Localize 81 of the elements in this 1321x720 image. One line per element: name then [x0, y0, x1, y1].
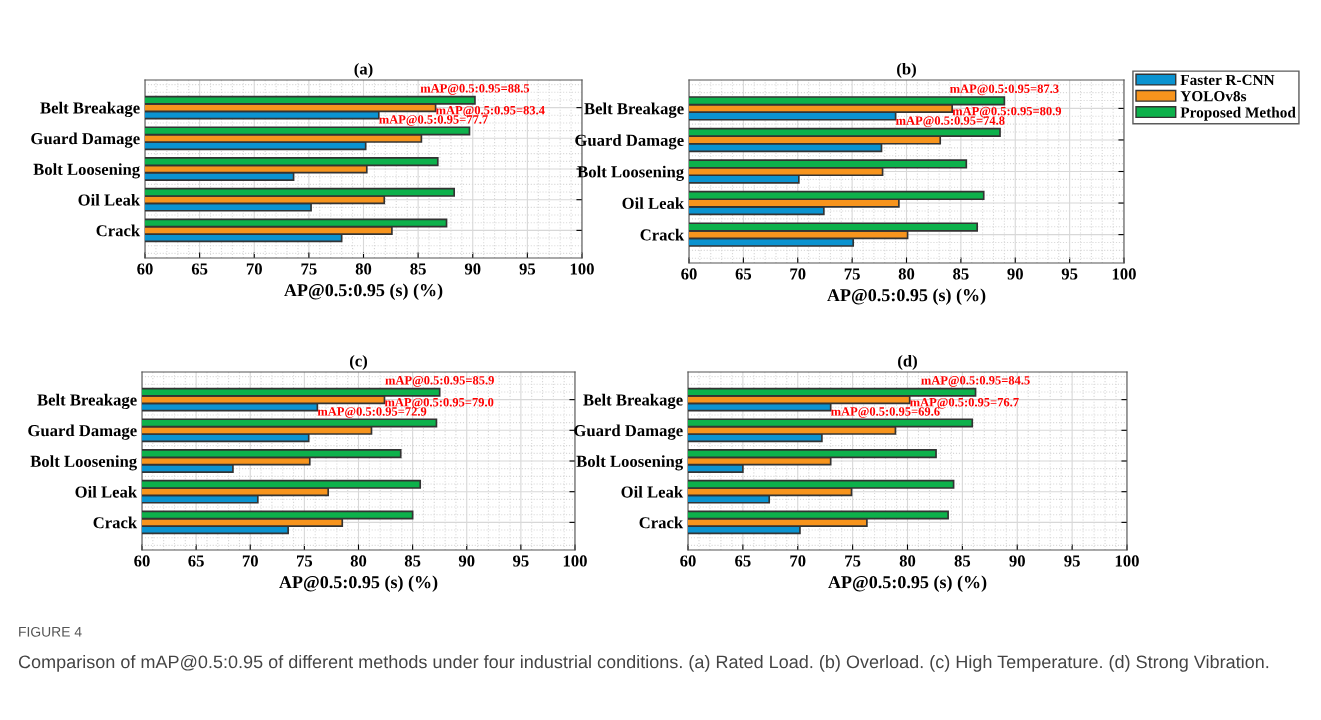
- chart-title: (d): [898, 354, 917, 370]
- x-axis-title: AP@0.5:0.95 (s) (%): [827, 288, 986, 305]
- annotation: mAP@0.5:0.95=69.6: [831, 407, 940, 418]
- x-tick-label: 90: [464, 263, 481, 275]
- y-tick-label: Oil Leak: [75, 485, 138, 498]
- x-tick-label: 80: [898, 268, 915, 280]
- y-tick-label: Crack: [640, 228, 685, 241]
- x-axis-title: AP@0.5:0.95 (s) (%): [279, 575, 438, 592]
- x-axis-title: AP@0.5:0.95 (s) (%): [284, 283, 443, 300]
- annotation: mAP@0.5:0.95=76.7: [910, 397, 1019, 409]
- chart-title: (a): [354, 62, 373, 78]
- x-tick-label: 75: [845, 555, 861, 567]
- x-tick-label: 100: [570, 263, 594, 275]
- x-tick-label: 85: [404, 555, 421, 567]
- x-tick-label: 70: [246, 263, 262, 275]
- x-tick-label: 75: [301, 263, 317, 275]
- chart-title: (b): [897, 62, 916, 78]
- x-axis-title: AP@0.5:0.95 (s) (%): [828, 575, 987, 592]
- annotation: mAP@0.5:0.95=84.5: [921, 376, 1030, 387]
- x-tick-label: 65: [188, 555, 204, 567]
- chart-title: (c): [349, 354, 368, 370]
- y-tick-label: Bolt Loosening: [576, 455, 683, 471]
- x-tick-label: 85: [954, 555, 971, 567]
- y-tick-label: Bolt Loosening: [30, 455, 137, 471]
- text: Comparison of mAP@0.5:0.95 of different methods under four industrial conditions. (a) Rated Load. (b) Overload. (c) High Temperature. (d) Strong Vibration.: [18, 655, 1269, 672]
- legend-label: YOLOv8s: [1180, 91, 1247, 102]
- annotation: mAP@0.5:0.95=87.3: [950, 84, 1059, 96]
- y-tick-label: Crack: [93, 516, 138, 529]
- y-tick-label: Bolt Loosening: [33, 163, 140, 179]
- y-tick-label: Belt Breakage: [37, 393, 137, 410]
- annotation: mAP@0.5:0.95=74.8: [895, 116, 1005, 128]
- annotation: mAP@0.5:0.95=88.5: [420, 84, 530, 95]
- annotation: mAP@0.5:0.95=80.9: [952, 106, 1062, 118]
- y-tick-label: Oil Leak: [78, 193, 141, 206]
- annotation: mAP@0.5:0.95=77.7: [379, 115, 488, 126]
- x-tick-label: 80: [899, 555, 916, 567]
- annotation: mAP@0.5:0.95=85.9: [385, 376, 494, 387]
- x-tick-label: 70: [790, 268, 806, 280]
- x-tick-label: 80: [355, 263, 372, 275]
- x-tick-label: 70: [242, 555, 258, 567]
- y-tick-label: Belt Breakage: [584, 102, 684, 118]
- annotation: mAP@0.5:0.95=72.9: [317, 407, 427, 418]
- x-tick-label: 100: [1115, 555, 1139, 567]
- y-tick-label: Guard Damage: [31, 132, 140, 148]
- x-tick-label: 90: [1007, 268, 1023, 280]
- x-tick-label: 60: [681, 268, 697, 280]
- y-tick-label: Oil Leak: [621, 485, 684, 498]
- legend-label: Faster R-CNN: [1180, 74, 1275, 86]
- y-tick-label: Belt Breakage: [40, 101, 140, 118]
- x-tick-label: 85: [953, 268, 969, 280]
- x-tick-label: 100: [1112, 268, 1136, 280]
- x-tick-label: 65: [191, 263, 208, 275]
- y-tick-label: Bolt Loosening: [577, 165, 684, 181]
- y-tick-label: Guard Damage: [28, 424, 137, 440]
- x-tick-label: 65: [735, 555, 751, 567]
- y-tick-label: Crack: [96, 224, 141, 237]
- x-tick-label: 60: [137, 263, 153, 275]
- x-tick-label: 95: [1064, 555, 1080, 567]
- x-tick-label: 60: [680, 555, 696, 567]
- caption: FIGURE 4: [19, 626, 82, 637]
- x-tick-label: 95: [513, 555, 529, 567]
- x-tick-label: 90: [458, 555, 475, 567]
- x-tick-label: 85: [410, 263, 426, 275]
- x-tick-label: 75: [844, 268, 860, 280]
- x-tick-label: 100: [563, 555, 587, 567]
- y-tick-label: Crack: [639, 516, 684, 529]
- x-tick-label: 75: [296, 555, 313, 567]
- x-tick-label: 60: [134, 555, 150, 567]
- y-tick-label: Guard Damage: [575, 134, 684, 150]
- x-tick-label: 70: [790, 555, 806, 567]
- x-tick-label: 65: [735, 268, 752, 280]
- x-tick-label: 95: [1061, 268, 1078, 280]
- y-tick-label: Oil Leak: [622, 197, 685, 209]
- annotation: mAP@0.5:0.95=83.4: [435, 105, 545, 117]
- x-tick-label: 95: [519, 263, 536, 275]
- legend-label: Proposed Method: [1180, 106, 1296, 121]
- annotation: mAP@0.5:0.95=79.0: [384, 397, 494, 409]
- x-tick-label: 90: [1009, 555, 1025, 567]
- y-tick-label: Guard Damage: [574, 424, 683, 440]
- x-tick-label: 80: [350, 555, 367, 567]
- y-tick-label: Belt Breakage: [583, 393, 683, 410]
